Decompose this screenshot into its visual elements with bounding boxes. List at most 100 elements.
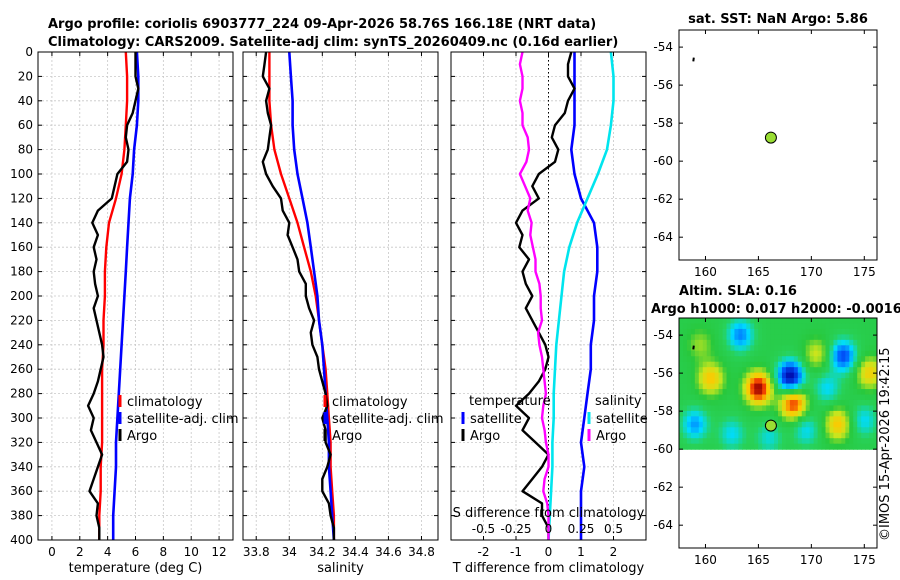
sla-cell bbox=[734, 389, 739, 396]
sla-cell bbox=[742, 394, 747, 401]
y-tick-label: 260 bbox=[10, 362, 33, 376]
sla-cell bbox=[821, 427, 827, 434]
sla-cell bbox=[845, 345, 850, 352]
sla-cell bbox=[873, 361, 877, 368]
sla-cell bbox=[841, 356, 846, 363]
sla-cell bbox=[853, 399, 858, 407]
sla-cell bbox=[710, 372, 716, 379]
sla-cell bbox=[813, 443, 819, 450]
sla-cell bbox=[789, 389, 795, 396]
sla-cell bbox=[781, 383, 787, 390]
sla-cell bbox=[694, 318, 700, 325]
sla-cell bbox=[809, 378, 815, 385]
sla-cell bbox=[825, 394, 831, 401]
sla-cell bbox=[849, 372, 854, 379]
sla-cell bbox=[750, 421, 755, 428]
sla-cell bbox=[698, 361, 704, 368]
sla-cell bbox=[702, 345, 708, 352]
sla-cell bbox=[698, 339, 704, 346]
sla-cell bbox=[702, 438, 708, 445]
sla-cell bbox=[770, 399, 775, 407]
sla-cell bbox=[774, 405, 779, 412]
sla-cell bbox=[833, 443, 838, 450]
sla-cell bbox=[825, 345, 831, 352]
plot-frame bbox=[242, 51, 439, 541]
sla-cell bbox=[781, 356, 787, 363]
sla-cell bbox=[746, 427, 751, 434]
sla-cell bbox=[766, 443, 771, 450]
sla-cell bbox=[758, 399, 763, 407]
sla-cell bbox=[797, 410, 803, 417]
x-tick-label: 1 bbox=[577, 545, 585, 559]
sla-cell bbox=[754, 383, 759, 390]
sla-cell bbox=[774, 345, 779, 352]
sla-cell bbox=[722, 432, 728, 439]
sla-cell bbox=[813, 383, 819, 390]
y-tick-label: 200 bbox=[10, 289, 33, 303]
sla-cell bbox=[778, 399, 783, 407]
sla-cell bbox=[845, 432, 850, 439]
sla-cell bbox=[841, 410, 846, 417]
sla-cell bbox=[841, 334, 846, 341]
sla-cell bbox=[809, 334, 815, 341]
sla-cell bbox=[841, 389, 846, 396]
sla-cell bbox=[849, 318, 854, 325]
sla-cell bbox=[781, 405, 787, 412]
sla-cell bbox=[694, 345, 700, 352]
sla-cell bbox=[682, 432, 688, 439]
sla-cell bbox=[742, 383, 747, 390]
sla-cell bbox=[857, 416, 862, 423]
sla-cell bbox=[706, 339, 712, 346]
sla-cell bbox=[694, 399, 700, 407]
sla-cell bbox=[698, 323, 704, 330]
sla-cell bbox=[837, 389, 842, 396]
sla-cell bbox=[797, 378, 803, 385]
sla-cell bbox=[770, 367, 775, 374]
sla-cell bbox=[857, 438, 862, 445]
sla-cell bbox=[770, 432, 775, 439]
sla-cell bbox=[778, 427, 783, 434]
sla-cell bbox=[825, 323, 831, 330]
x-tick-label: 12 bbox=[211, 545, 226, 559]
sla-cell bbox=[869, 361, 874, 368]
sla-cell bbox=[785, 367, 791, 374]
x-tick-label: -2 bbox=[478, 545, 490, 559]
sla-cell bbox=[694, 416, 700, 423]
sla-cell bbox=[781, 432, 787, 439]
sla-cell bbox=[694, 383, 700, 390]
map-frame bbox=[678, 317, 878, 549]
sla-cell bbox=[781, 443, 787, 450]
sla-cell bbox=[845, 356, 850, 363]
sla-cell bbox=[821, 339, 827, 346]
sla-cell bbox=[682, 405, 688, 412]
sla-cell bbox=[730, 323, 736, 330]
sla-cell bbox=[813, 323, 819, 330]
y-tick-label: -56 bbox=[653, 78, 673, 92]
sla-cell bbox=[833, 405, 838, 412]
sla-cell bbox=[766, 334, 771, 341]
x-tick-label: 0 bbox=[48, 545, 56, 559]
sla-cell bbox=[722, 318, 728, 325]
sla-cell bbox=[738, 328, 743, 335]
sla-cell bbox=[809, 345, 815, 352]
sla-cell bbox=[754, 394, 759, 401]
sla-cell bbox=[762, 378, 767, 385]
sla-cell bbox=[797, 416, 803, 423]
sla-cell bbox=[679, 339, 684, 346]
x-axis-label: salinity bbox=[317, 561, 364, 576]
sla-cell bbox=[805, 410, 811, 417]
sla-cell bbox=[770, 339, 775, 346]
sla-cell bbox=[861, 345, 866, 352]
y-tick-label: 240 bbox=[10, 338, 33, 352]
sla-cell bbox=[774, 432, 779, 439]
sla-cell bbox=[781, 318, 787, 325]
sla-cell bbox=[690, 339, 696, 346]
sla-cell bbox=[857, 339, 862, 346]
sla-cell bbox=[797, 323, 803, 330]
sla-cell bbox=[682, 410, 688, 417]
sla-cell bbox=[785, 405, 791, 412]
sla-cell bbox=[682, 334, 688, 341]
sla-cell bbox=[714, 356, 720, 363]
sla-cell bbox=[797, 328, 803, 335]
sla-cell bbox=[801, 383, 807, 390]
